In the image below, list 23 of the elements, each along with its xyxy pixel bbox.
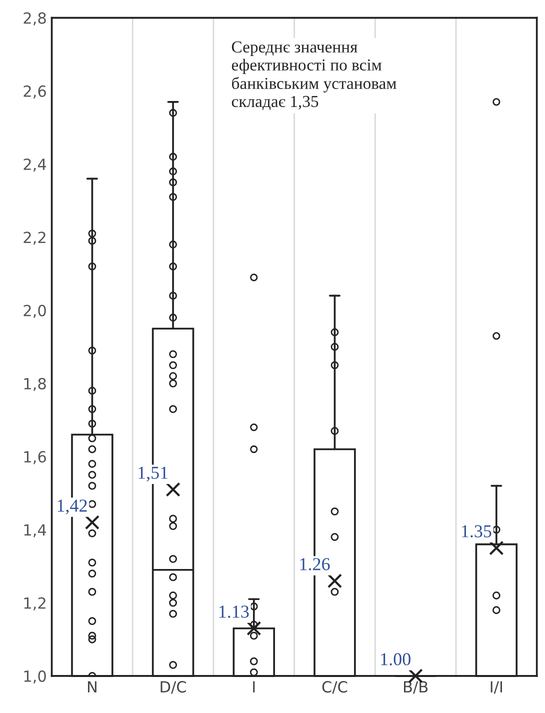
x-tick-label: I/I	[490, 681, 502, 694]
annotation: 1.26	[300, 558, 330, 570]
y-tick-label: 2,0	[24, 304, 46, 318]
y-tick-label: 1,8	[24, 378, 46, 392]
x-tick-label: N	[88, 681, 96, 692]
y-tick-label: 2,4	[24, 158, 46, 172]
annotation: 1.13	[219, 606, 249, 618]
x-tick-label: C/C	[322, 681, 348, 694]
y-tick-label: 1,2	[24, 597, 46, 610]
annotation: 1,42	[58, 500, 87, 514]
annotation: 1.00	[381, 653, 410, 666]
annotation: 1.35	[462, 525, 492, 538]
y-tick-label: 2,8	[24, 12, 46, 26]
y-tick-label: 1,4	[24, 524, 46, 538]
y-tick-label: 1,6	[24, 451, 46, 464]
x-tick-label: D/C	[160, 681, 186, 694]
y-tick-label: 1,0	[24, 670, 46, 684]
y-tick-label: 2,2	[24, 232, 46, 245]
annotation: Середнє значення ефективності по всім банківським установам складає 1,35	[232, 41, 396, 110]
x-tick-label: I	[253, 681, 255, 692]
x-tick-label: B/B	[404, 681, 428, 694]
annotation: 1,51	[138, 466, 168, 482]
y-tick-label: 2,6	[24, 85, 46, 99]
